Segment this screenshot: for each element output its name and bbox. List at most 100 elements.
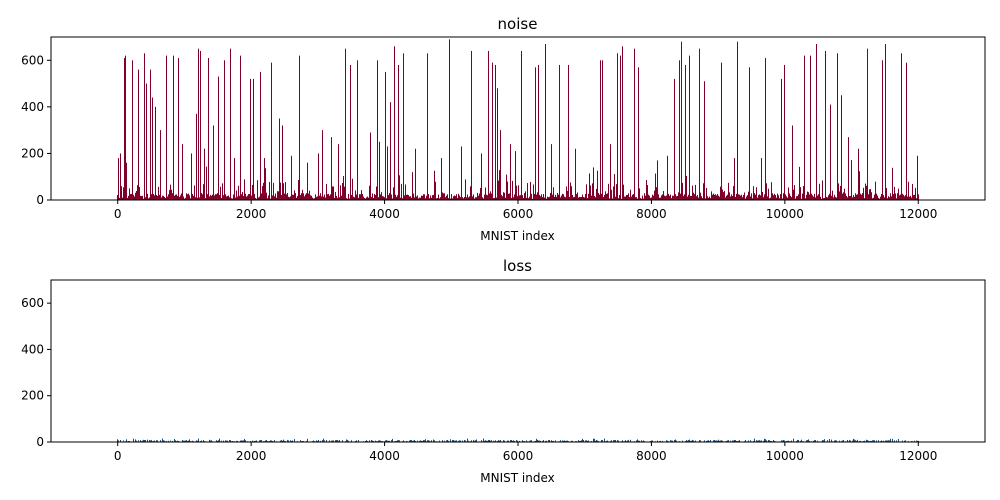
noise-bar	[653, 195, 654, 200]
noise-bar	[750, 196, 751, 200]
noise-bar	[184, 198, 185, 200]
noise-bar	[204, 148, 205, 200]
noise-bar	[241, 194, 242, 200]
noise-bar	[686, 175, 687, 200]
noise-bar	[270, 198, 271, 200]
noise-bar	[230, 48, 231, 201]
noise-bar	[119, 197, 120, 200]
loss-bar	[485, 440, 486, 442]
noise-bar	[566, 186, 567, 200]
noise-bar	[882, 60, 883, 201]
noise-bar	[211, 195, 212, 200]
noise-bar	[205, 198, 206, 200]
noise-bar	[263, 182, 264, 200]
noise-bar	[810, 55, 811, 200]
loss-bar	[237, 440, 238, 442]
loss-bar	[718, 439, 719, 442]
loss-bar	[593, 438, 594, 442]
loss-bar	[373, 440, 374, 442]
noise-bar	[675, 194, 676, 200]
loss-bar	[338, 440, 339, 442]
loss-bar	[595, 440, 596, 442]
noise-bar	[724, 190, 725, 200]
noise-bar	[733, 186, 734, 200]
loss-bar	[420, 440, 421, 442]
noise-bar	[372, 193, 373, 200]
noise-bar	[289, 197, 290, 200]
noise-bar	[876, 193, 877, 200]
noise-bar	[667, 155, 668, 200]
loss-bar	[290, 440, 291, 442]
loss-bar	[203, 439, 204, 442]
loss-bar	[797, 439, 798, 442]
noise-bar	[535, 67, 536, 201]
noise-bar	[510, 144, 511, 200]
noise-bar	[475, 197, 476, 200]
noise-bar	[346, 198, 347, 200]
noise-bar	[459, 195, 460, 200]
noise-bar	[778, 195, 779, 200]
noise-bar	[121, 186, 122, 200]
noise-bar	[633, 194, 634, 200]
loss-bar	[847, 440, 848, 442]
noise-bar	[171, 189, 172, 200]
noise-bar	[745, 198, 746, 200]
loss-bar	[118, 440, 119, 442]
noise-bar	[335, 191, 336, 200]
loss-bar	[504, 440, 505, 442]
noise-bar	[725, 197, 726, 200]
loss-bar	[542, 440, 543, 442]
loss-bar	[856, 440, 857, 442]
noise-bar	[352, 178, 353, 200]
loss-bar	[392, 438, 393, 442]
loss-bar	[229, 440, 230, 442]
noise-bar	[284, 193, 285, 200]
noise-bar	[472, 196, 473, 200]
loss-bar	[135, 439, 136, 442]
loss-bar	[456, 440, 457, 442]
noise-bar	[526, 197, 527, 200]
loss-bar	[142, 440, 143, 442]
noise-bar	[386, 198, 387, 200]
noise-bar	[124, 57, 125, 201]
noise-bar	[236, 190, 237, 200]
loss-x-tick-label: 6000	[503, 449, 534, 463]
noise-bar	[155, 106, 156, 200]
noise-bar	[774, 193, 775, 200]
noise-bar	[438, 194, 439, 200]
loss-bar	[423, 440, 424, 442]
noise-bar	[164, 196, 165, 200]
loss-bar	[761, 440, 762, 442]
noise-bar	[225, 194, 226, 200]
noise-bar	[157, 195, 158, 200]
noise-bar	[830, 104, 831, 200]
loss-bar	[892, 438, 893, 442]
loss-bar	[136, 440, 137, 442]
noise-bar	[851, 160, 852, 200]
loss-bar	[256, 440, 257, 442]
noise-bar	[561, 195, 562, 200]
noise-bar	[817, 195, 818, 200]
loss-bar	[651, 440, 652, 442]
noise-bar	[136, 190, 137, 200]
noise-bar	[554, 196, 555, 200]
loss-bar	[323, 438, 324, 442]
noise-bar	[808, 192, 809, 200]
noise-bar	[709, 196, 710, 200]
noise-bar	[252, 184, 253, 200]
noise-bar	[325, 197, 326, 200]
loss-bar	[728, 440, 729, 442]
noise-bar	[768, 188, 769, 200]
loss-bar	[419, 440, 420, 442]
noise-bar	[217, 193, 218, 200]
noise-bar	[162, 195, 163, 200]
loss-bar	[774, 440, 775, 442]
noise-bar	[231, 198, 232, 200]
noise-bar	[542, 197, 543, 200]
noise-bar	[658, 194, 659, 200]
noise-bar	[378, 197, 379, 200]
noise-bar	[669, 195, 670, 200]
noise-bar	[250, 78, 251, 200]
loss-bar	[483, 438, 484, 442]
